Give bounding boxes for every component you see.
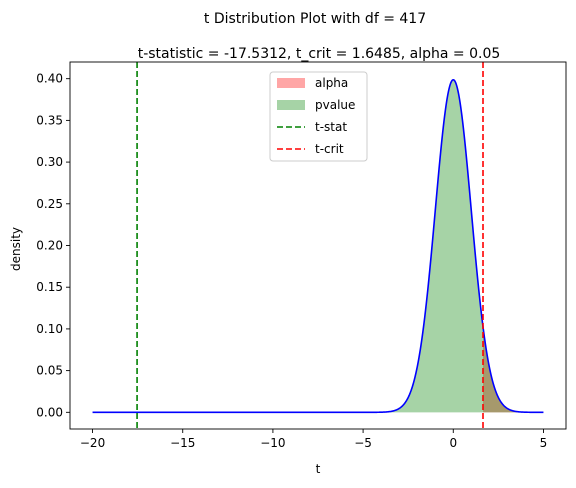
y-tick-label: 0.10	[36, 322, 63, 336]
legend-swatch-alpha	[277, 78, 305, 88]
y-tick-label: 0.25	[36, 197, 63, 211]
x-axis-label: t	[316, 462, 321, 476]
x-tick-label: −5	[354, 436, 372, 450]
y-tick-label: 0.40	[36, 72, 63, 86]
legend-label-t-stat: t-stat	[315, 120, 347, 134]
y-tick-label: 0.00	[36, 405, 63, 419]
y-tick-label: 0.05	[36, 364, 63, 378]
x-tick-label: 0	[449, 436, 457, 450]
x-tick-label: −15	[170, 436, 195, 450]
legend-label-t-crit: t-crit	[315, 142, 344, 156]
y-tick-label: 0.20	[36, 239, 63, 253]
y-tick-label: 0.35	[36, 113, 63, 127]
chart-suptitle: t Distribution Plot with df = 417	[204, 11, 426, 27]
legend-label-alpha: alpha	[315, 76, 348, 90]
legend-box	[269, 71, 368, 162]
y-axis-label: density	[9, 227, 23, 271]
legend-label-pvalue: pvalue	[315, 98, 355, 112]
chart-title: t-statistic = -17.5312, t_crit = 1.6485,…	[138, 46, 501, 62]
legend-swatch-pvalue	[277, 100, 305, 110]
y-tick-label: 0.15	[36, 280, 63, 294]
x-tick-label: −20	[80, 436, 105, 450]
pvalue-fill-region	[137, 79, 544, 413]
plot-area: −20 −15 −10 −5 0 5 0.00 0.05 0.10 0.15 0.20 0.25 0.3…	[36, 61, 567, 450]
alpha-fill-region	[483, 326, 544, 413]
y-tick-label: 0.30	[36, 155, 63, 169]
x-tick-label: 5	[540, 436, 548, 450]
density-curve	[92, 78, 544, 414]
x-tick-label: −10	[260, 436, 285, 450]
